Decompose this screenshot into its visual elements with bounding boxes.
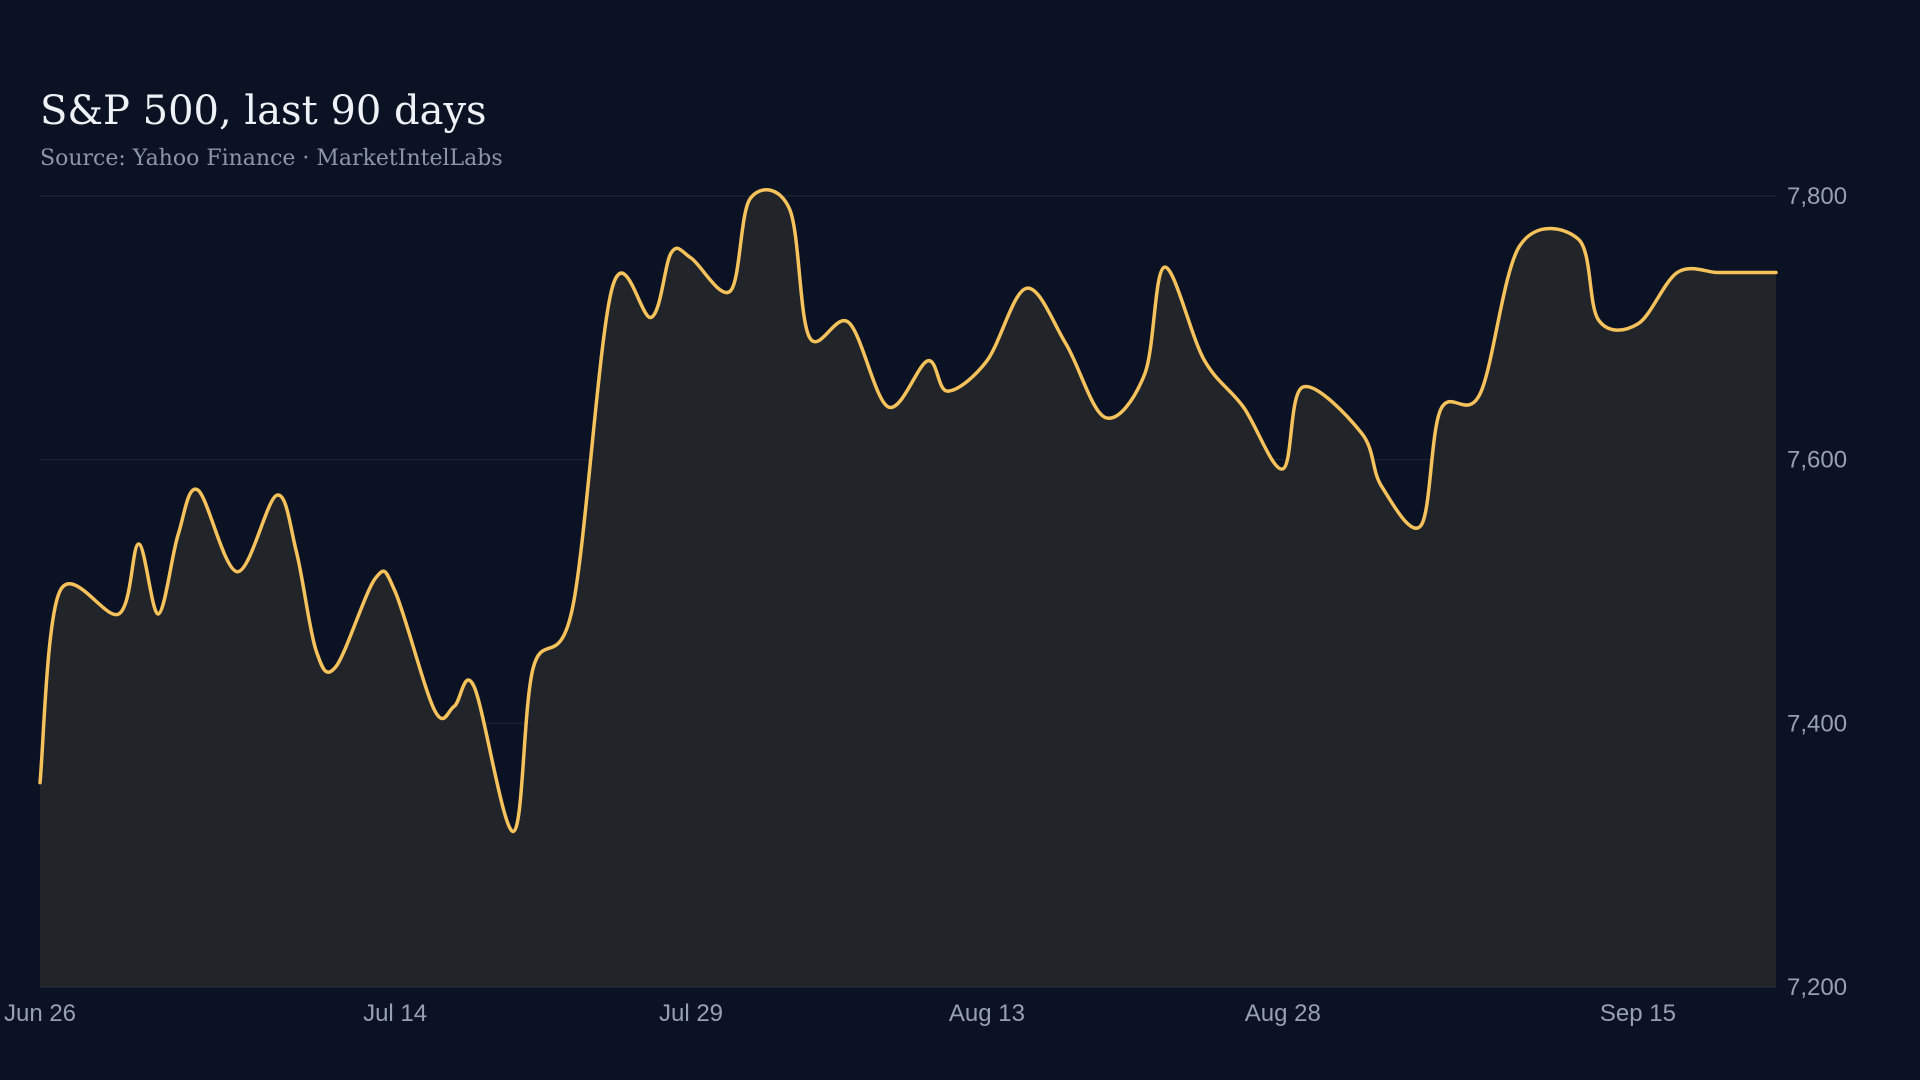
series-area [40, 189, 1776, 987]
x-tick-label: Jun 26 [4, 1000, 76, 1027]
series-line [38, 188, 1778, 834]
y-tick-label: 7,600 [1787, 447, 1847, 474]
y-tick-label: 7,800 [1787, 183, 1847, 210]
y-tick-label: 7,200 [1787, 974, 1847, 1001]
x-tick-label: Jul 14 [363, 1000, 427, 1027]
x-tick-label: Aug 28 [1245, 1000, 1321, 1027]
x-tick-label: Sep 15 [1600, 1000, 1676, 1027]
y-tick-label: 7,400 [1787, 710, 1847, 737]
x-tick-label: Aug 13 [949, 1000, 1025, 1027]
chart-subtitle: Source: Yahoo Finance · MarketIntelLabs [40, 146, 503, 171]
chart-title: S&P 500, last 90 days [40, 88, 487, 134]
x-tick-label: Jul 29 [659, 1000, 723, 1027]
